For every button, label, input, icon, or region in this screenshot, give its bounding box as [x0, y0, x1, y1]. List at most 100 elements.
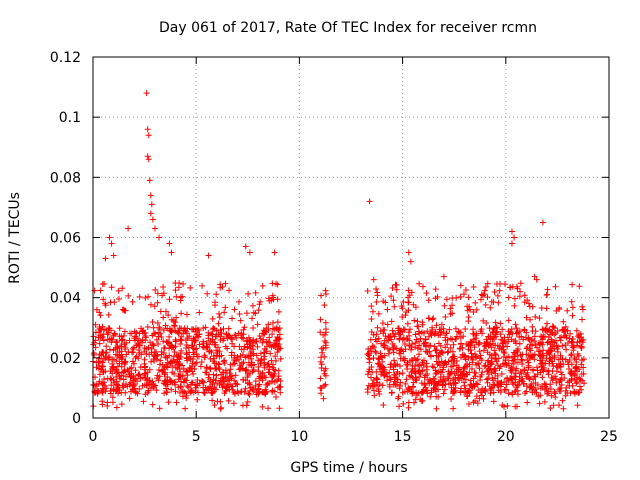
data-point	[244, 398, 251, 405]
data-point	[184, 357, 191, 364]
data-point	[425, 333, 432, 340]
data-point	[544, 390, 551, 397]
data-point	[422, 336, 429, 343]
data-point	[386, 346, 393, 353]
data-point	[155, 340, 162, 347]
data-point	[405, 249, 412, 256]
data-point	[95, 380, 102, 387]
data-point	[121, 367, 128, 374]
data-point	[147, 192, 154, 199]
data-point	[265, 321, 272, 328]
data-point	[502, 386, 509, 393]
data-point	[552, 373, 559, 380]
data-point	[575, 333, 582, 340]
data-point	[221, 309, 228, 316]
data-point	[472, 381, 479, 388]
data-point	[261, 328, 268, 335]
data-point	[439, 381, 446, 388]
data-point	[102, 368, 109, 375]
data-point	[507, 284, 514, 291]
data-point	[91, 352, 98, 359]
data-point	[575, 390, 582, 397]
data-point	[147, 301, 154, 308]
data-point	[364, 371, 371, 378]
data-point	[539, 326, 546, 333]
data-point	[485, 365, 492, 372]
data-point	[189, 360, 196, 367]
data-point	[438, 348, 445, 355]
data-point	[176, 280, 183, 287]
data-point	[566, 365, 573, 372]
data-point	[390, 297, 397, 304]
data-point	[508, 375, 515, 382]
data-point	[142, 337, 149, 344]
data-point	[389, 327, 396, 334]
data-point	[121, 328, 128, 335]
data-point	[181, 376, 188, 383]
data-point	[379, 320, 386, 327]
data-point	[180, 365, 187, 372]
data-point	[261, 331, 268, 338]
data-point	[202, 369, 209, 376]
data-point	[259, 377, 266, 384]
data-point	[384, 306, 391, 313]
data-point	[524, 343, 531, 350]
data-point	[145, 387, 152, 394]
data-point	[162, 322, 169, 329]
data-point	[165, 399, 172, 406]
data-point	[546, 347, 553, 354]
data-point	[392, 330, 399, 337]
data-point	[517, 288, 524, 295]
data-point	[450, 405, 457, 412]
data-point	[198, 359, 205, 366]
data-point	[214, 344, 221, 351]
data-point	[271, 249, 278, 256]
data-point	[533, 344, 540, 351]
data-point	[413, 389, 420, 396]
data-point	[136, 349, 143, 356]
data-point	[160, 345, 167, 352]
data-point	[399, 314, 406, 321]
data-point	[192, 337, 199, 344]
data-point	[412, 370, 419, 377]
data-point	[110, 347, 117, 354]
data-point	[491, 347, 498, 354]
data-point	[193, 351, 200, 358]
data-point	[371, 392, 378, 399]
x-tick-label: 20	[497, 429, 515, 445]
data-point	[183, 344, 190, 351]
data-point	[449, 310, 456, 317]
data-point	[557, 352, 564, 359]
data-point	[484, 375, 491, 382]
data-point	[102, 255, 109, 262]
data-point	[501, 350, 508, 357]
data-point	[152, 382, 159, 389]
data-point	[513, 403, 520, 410]
data-point	[224, 345, 231, 352]
data-point	[123, 339, 130, 346]
data-point	[318, 390, 325, 397]
data-point	[265, 360, 272, 367]
data-point	[501, 387, 508, 394]
data-point	[111, 299, 118, 306]
data-point	[254, 343, 261, 350]
data-point	[397, 379, 404, 386]
data-point	[194, 326, 201, 333]
data-point	[440, 330, 447, 337]
data-point	[524, 356, 531, 363]
data-point	[412, 363, 419, 370]
data-point	[219, 375, 226, 382]
data-point	[447, 344, 454, 351]
data-point	[521, 326, 528, 333]
data-point	[425, 297, 432, 304]
data-point	[486, 383, 493, 390]
data-point	[122, 389, 129, 396]
data-point	[505, 338, 512, 345]
data-point	[176, 325, 183, 332]
data-point	[102, 355, 109, 362]
data-point	[173, 399, 180, 406]
data-point	[395, 325, 402, 332]
data-point	[240, 326, 247, 333]
data-point	[211, 341, 218, 348]
data-point	[400, 326, 407, 333]
